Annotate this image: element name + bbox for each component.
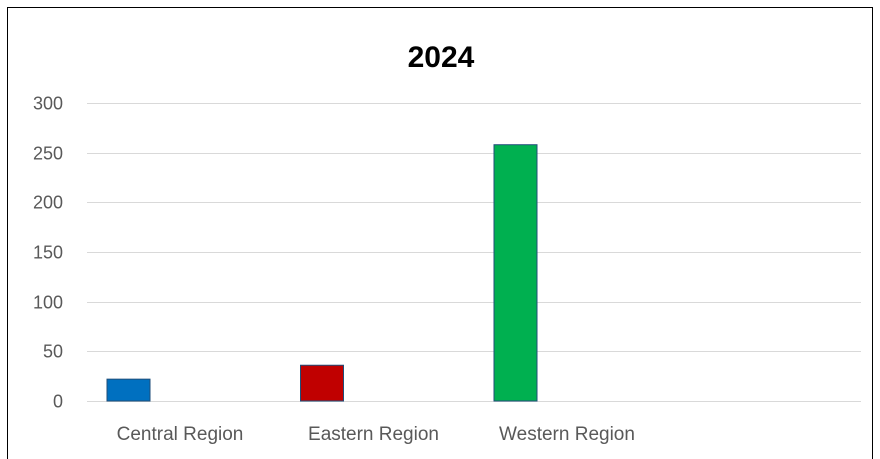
- chart-title: 2024: [407, 41, 475, 74]
- y-tick-label: 150: [33, 243, 63, 263]
- x-axis: Central Region Eastern Region Western Regi…: [117, 424, 635, 445]
- bar-eastern-region: [300, 364, 344, 402]
- bars: [106, 144, 538, 402]
- y-axis: 0 50 100 150 200 250 300: [33, 94, 63, 412]
- y-tick-label: 100: [33, 293, 63, 313]
- bar-western-region: [493, 144, 538, 402]
- y-tick-label: 250: [33, 144, 63, 164]
- bar-central-region: [106, 378, 151, 402]
- x-tick-label: Eastern Region: [308, 424, 439, 445]
- y-tick-label: 300: [33, 94, 63, 114]
- chart-frame: 2024: [7, 7, 873, 459]
- x-tick-label: Western Region: [499, 424, 635, 445]
- y-tick-label: 50: [43, 342, 63, 362]
- y-tick-label: 0: [53, 392, 63, 412]
- gridlines: [87, 103, 861, 402]
- y-tick-label: 200: [33, 193, 63, 213]
- x-tick-label: Central Region: [117, 424, 244, 445]
